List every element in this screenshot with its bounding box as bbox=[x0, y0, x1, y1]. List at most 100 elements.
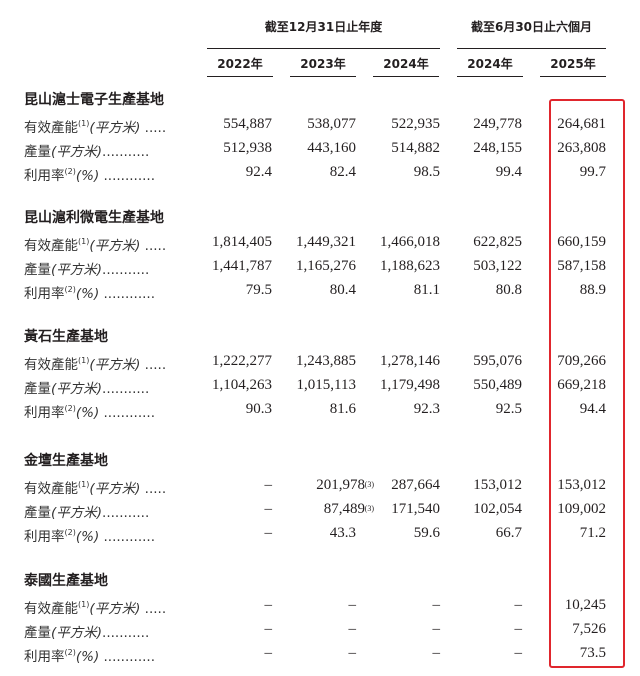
row-unit: (平方米) bbox=[51, 262, 103, 278]
cell-value: – bbox=[182, 521, 273, 545]
cell-text: 1,449,321 bbox=[296, 234, 356, 250]
row-unit: (平方米) bbox=[51, 144, 103, 160]
cell-text: 79.5 bbox=[245, 282, 272, 298]
leader-dots: ........... bbox=[102, 625, 150, 641]
row-unit: (%) bbox=[75, 286, 100, 302]
year-header: 2025年 bbox=[550, 57, 596, 71]
cell-text: – bbox=[264, 645, 273, 661]
cell-text: – bbox=[348, 597, 357, 613]
footnote-ref: (2) bbox=[64, 648, 76, 657]
cell-value: 660,159 bbox=[516, 230, 606, 254]
row-unit: (%) bbox=[75, 405, 100, 421]
cell-value: 709,266 bbox=[516, 349, 606, 373]
row-label-text: 產量 bbox=[24, 505, 51, 521]
cell-text: 1,466,018 bbox=[380, 234, 440, 250]
cell-value: 587,158 bbox=[516, 254, 606, 278]
cell-text: – bbox=[432, 621, 441, 637]
table-row: 利用率(2)(%) ............ 90.3 81.6 92.3 92.5 94… bbox=[24, 397, 624, 421]
row-label: 利用率(2)(%) ............ bbox=[24, 641, 155, 669]
footnote-ref: (3) bbox=[364, 504, 374, 513]
cell-text: 550,489 bbox=[473, 377, 522, 393]
highlight-box-2025 bbox=[549, 99, 625, 668]
row-label-text: 利用率 bbox=[24, 168, 65, 184]
cell-value: 503,122 bbox=[432, 254, 522, 278]
cell-text: – bbox=[348, 621, 357, 637]
row-label-text: 產量 bbox=[24, 262, 51, 278]
cell-value: 595,076 bbox=[432, 349, 522, 373]
section-title: 金壇生產基地 bbox=[24, 453, 108, 469]
cell-text: 7,526 bbox=[572, 621, 606, 637]
row-label-text: 產量 bbox=[24, 381, 51, 397]
cell-value: 249,778 bbox=[432, 112, 522, 136]
cell-text: 81.1 bbox=[413, 282, 440, 298]
cell-text: – bbox=[514, 621, 523, 637]
section-title: 昆山滬士電子生產基地 bbox=[24, 92, 164, 108]
row-label: 有效產能(1)(平方米) ..... bbox=[24, 230, 166, 258]
footnote-ref: (2) bbox=[64, 285, 76, 294]
cell-text: 1,441,787 bbox=[212, 258, 272, 274]
cell-value: 1,165,276 bbox=[266, 254, 356, 278]
cell-value: 512,938 bbox=[182, 136, 272, 160]
cell-text: 171,540 bbox=[391, 501, 440, 517]
row-unit: (平方米) bbox=[89, 357, 141, 373]
leader-dots: ..... bbox=[140, 357, 167, 373]
year-header: 2022年 bbox=[217, 57, 263, 71]
cell-value: – bbox=[182, 473, 273, 497]
cell-value: 1,466,018 bbox=[350, 230, 440, 254]
row-unit: (平方米) bbox=[51, 505, 103, 521]
row-label-text: 利用率 bbox=[24, 529, 65, 545]
cell-text: 92.3 bbox=[413, 401, 440, 417]
row-label: 產量(平方米)........... bbox=[24, 497, 149, 525]
cell-value: 81.1 bbox=[350, 278, 440, 302]
cell-value: – bbox=[182, 497, 273, 521]
cell-value: 71.2 bbox=[516, 521, 606, 545]
cell-text: 595,076 bbox=[473, 353, 522, 369]
cell-value: 1,179,498 bbox=[350, 373, 440, 397]
cell-value: 90.3 bbox=[182, 397, 272, 421]
cell-value: 80.4 bbox=[266, 278, 356, 302]
row-label: 利用率(2)(%) ............ bbox=[24, 397, 155, 425]
row-label-text: 利用率 bbox=[24, 286, 65, 302]
row-label: 產量(平方米)........... bbox=[24, 254, 149, 282]
cell-value: 99.4 bbox=[432, 160, 522, 184]
cell-text: – bbox=[264, 525, 273, 541]
cell-value: 92.5 bbox=[432, 397, 522, 421]
cell-value: 109,002 bbox=[516, 497, 606, 521]
leader-dots: ............ bbox=[99, 286, 156, 302]
cell-text: 99.7 bbox=[579, 164, 606, 180]
row-label: 利用率(2)(%) ............ bbox=[24, 160, 155, 188]
cell-text: 669,218 bbox=[557, 377, 606, 393]
cell-value: – bbox=[266, 641, 357, 665]
cell-text: 1,243,885 bbox=[296, 353, 356, 369]
footnote-ref: (1) bbox=[78, 600, 90, 609]
table-row: 利用率(2)(%) ............ – 43.3 59.6 66.7 71.2 bbox=[24, 521, 624, 545]
cell-value: – bbox=[432, 593, 523, 617]
cell-value: 7,526 bbox=[516, 617, 606, 641]
cell-text: – bbox=[264, 477, 273, 493]
cell-value: 1,814,405 bbox=[182, 230, 272, 254]
row-label-text: 產量 bbox=[24, 625, 51, 641]
footnote-ref: (1) bbox=[78, 356, 90, 365]
leader-dots: ........... bbox=[102, 381, 150, 397]
row-label: 產量(平方米)........... bbox=[24, 136, 149, 164]
header-group-year-ended: 截至12月31日止年度 bbox=[264, 20, 383, 34]
cell-text: – bbox=[514, 597, 523, 613]
section-title: 黃石生產基地 bbox=[24, 329, 108, 345]
cell-value: 92.3 bbox=[350, 397, 440, 421]
row-label-text: 有效產能 bbox=[24, 357, 78, 373]
cell-value: 1,222,277 bbox=[182, 349, 272, 373]
cell-value: 443,160 bbox=[266, 136, 356, 160]
cell-text: 554,887 bbox=[223, 116, 272, 132]
cell-value: 94.4 bbox=[516, 397, 606, 421]
cell-value: – bbox=[182, 641, 273, 665]
cell-value: – bbox=[182, 617, 273, 641]
cell-text: 99.4 bbox=[495, 164, 522, 180]
row-label-text: 有效產能 bbox=[24, 238, 78, 254]
cell-value: 1,449,321 bbox=[266, 230, 356, 254]
row-label-text: 有效產能 bbox=[24, 481, 78, 497]
table-row: 有效產能(1)(平方米) ..... 1,814,405 1,449,321 1,46… bbox=[24, 230, 624, 254]
leader-dots: ........... bbox=[102, 262, 150, 278]
cell-text: 622,825 bbox=[473, 234, 522, 250]
cell-value: 87,489 (3) bbox=[275, 497, 374, 521]
table-row: 利用率(2)(%) ............ – – – – 73.5 bbox=[24, 641, 624, 665]
